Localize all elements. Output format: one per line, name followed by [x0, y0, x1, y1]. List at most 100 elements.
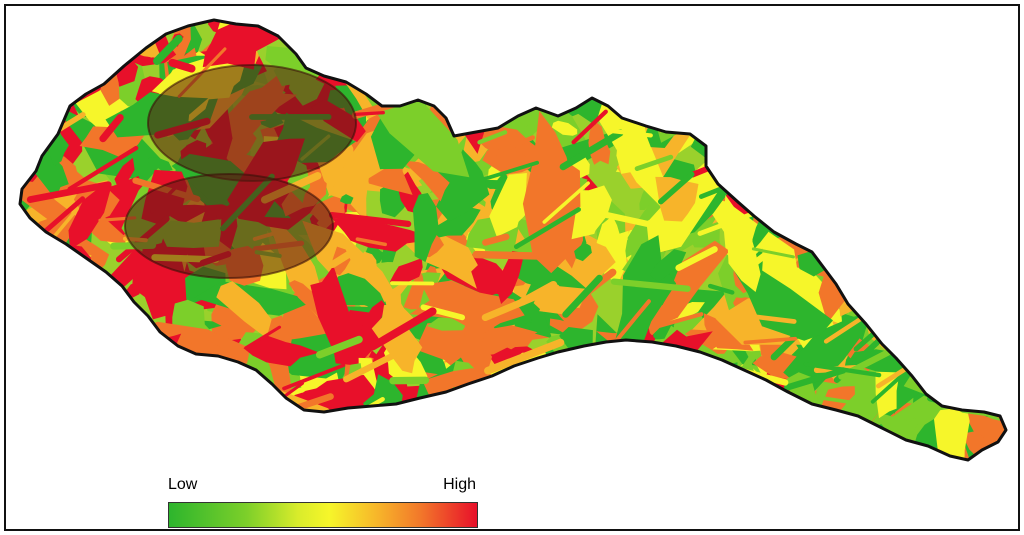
susceptibility-patch: [93, 353, 227, 414]
susceptibility-streak: [587, 66, 631, 87]
susceptibility-patch: [909, 308, 930, 330]
susceptibility-patch: [616, 140, 639, 174]
susceptibility-patch: [115, 372, 141, 418]
susceptibility-patch: [269, 402, 297, 452]
susceptibility-streak: [609, 128, 653, 138]
susceptibility-patch: [780, 172, 807, 191]
susceptibility-patch: [521, 403, 553, 422]
susceptibility-patch: [820, 39, 922, 76]
susceptibility-patch: [118, 369, 145, 389]
susceptibility-patch: [20, 179, 86, 238]
susceptibility-patch: [389, 41, 414, 63]
susceptibility-patch: [634, 357, 675, 390]
susceptibility-patch: [930, 138, 954, 170]
susceptibility-patch: [83, 297, 111, 335]
susceptibility-patch: [933, 178, 1003, 275]
susceptibility-patch: [585, 420, 608, 460]
susceptibility-patch: [42, 56, 61, 97]
susceptibility-streak: [879, 175, 926, 183]
susceptibility-patch: [815, 421, 844, 460]
susceptibility-patch: [921, 159, 962, 274]
susceptibility-patch: [593, 445, 655, 460]
susceptibility-patch: [863, 260, 961, 299]
susceptibility-patch: [20, 353, 33, 405]
susceptibility-streak: [848, 20, 910, 55]
susceptibility-patch: [525, 57, 570, 104]
susceptibility-patch: [823, 421, 848, 447]
susceptibility-patch: [653, 406, 684, 460]
susceptibility-streak: [37, 20, 82, 52]
susceptibility-patch: [778, 140, 801, 165]
susceptibility-patch: [712, 64, 725, 78]
susceptibility-patch: [824, 20, 875, 57]
susceptibility-patch: [602, 20, 630, 31]
susceptibility-patch: [776, 20, 819, 32]
susceptibility-patch: [507, 418, 561, 455]
susceptibility-patch: [202, 20, 283, 70]
susceptibility-patch: [738, 462, 753, 481]
susceptibility-patch: [612, 20, 677, 105]
susceptibility-patch: [618, 402, 642, 423]
susceptibility-streak: [743, 336, 798, 345]
susceptibility-streak: [634, 154, 674, 172]
susceptibility-patch: [910, 283, 963, 340]
susceptibility-patch: [389, 258, 423, 284]
susceptibility-patch: [947, 158, 963, 175]
susceptibility-patch: [981, 140, 1006, 182]
susceptibility-streak: [580, 206, 654, 228]
susceptibility-patch: [863, 449, 887, 460]
susceptibility-patch: [141, 447, 169, 460]
susceptibility-patch: [967, 230, 1000, 271]
susceptibility-streak: [811, 231, 871, 249]
susceptibility-patch: [859, 58, 952, 97]
susceptibility-streak: [520, 426, 560, 443]
susceptibility-patch: [494, 423, 539, 460]
susceptibility-patch: [925, 219, 1006, 259]
susceptibility-streak: [486, 160, 540, 180]
susceptibility-patch: [310, 265, 361, 355]
susceptibility-patch: [888, 114, 932, 166]
susceptibility-patch: [431, 207, 481, 240]
susceptibility-patch: [483, 369, 577, 416]
susceptibility-patch: [318, 424, 346, 460]
susceptibility-patch: [507, 257, 587, 289]
susceptibility-streak: [797, 131, 848, 138]
susceptibility-patch: [370, 115, 417, 170]
susceptibility-patch: [723, 383, 766, 438]
susceptibility-patch: [868, 86, 905, 102]
susceptibility-patch: [718, 24, 731, 45]
susceptibility-streak: [163, 357, 210, 373]
susceptibility-patch: [695, 41, 735, 125]
susceptibility-patch: [572, 428, 661, 460]
susceptibility-patch: [332, 218, 436, 252]
susceptibility-patch: [483, 448, 521, 460]
susceptibility-streak: [935, 148, 974, 173]
susceptibility-patch: [842, 448, 861, 460]
susceptibility-patch: [970, 119, 1006, 162]
susceptibility-streak: [752, 314, 797, 324]
susceptibility-patch: [27, 317, 79, 359]
susceptibility-patch: [20, 390, 44, 440]
susceptibility-patch: [660, 56, 688, 83]
susceptibility-patch: [25, 370, 113, 416]
susceptibility-patch: [719, 375, 774, 460]
susceptibility-patch: [976, 251, 1006, 306]
susceptibility-patch: [489, 440, 518, 460]
susceptibility-patch: [942, 163, 959, 186]
susceptibility-patch: [781, 135, 817, 177]
susceptibility-patch: [539, 240, 616, 315]
susceptibility-patch: [916, 317, 929, 343]
susceptibility-streak: [902, 215, 977, 235]
susceptibility-patch: [552, 439, 584, 460]
susceptibility-streak: [579, 36, 634, 63]
susceptibility-patch: [980, 177, 1006, 228]
susceptibility-patch: [956, 216, 992, 236]
susceptibility-patch: [126, 20, 145, 46]
susceptibility-patch: [420, 428, 438, 458]
susceptibility-streak: [651, 312, 704, 330]
susceptibility-patch: [962, 150, 1006, 206]
susceptibility-patch: [655, 176, 699, 225]
susceptibility-patch: [673, 393, 743, 444]
susceptibility-patch: [377, 20, 436, 101]
susceptibility-patch: [907, 198, 948, 245]
